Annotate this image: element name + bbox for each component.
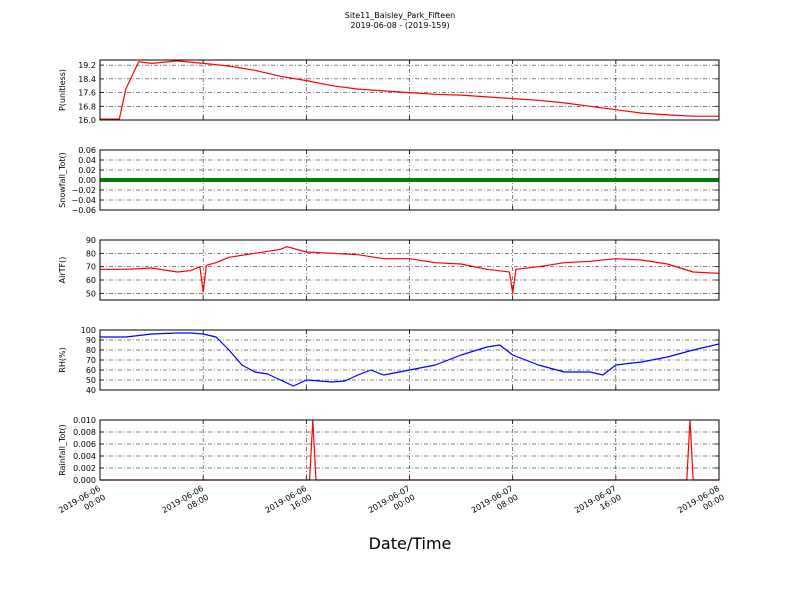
y-tick-label: 80 bbox=[86, 346, 96, 355]
y-tick-label: 0.006 bbox=[73, 440, 96, 449]
y-axis-label: P(unitless) bbox=[58, 69, 67, 111]
y-tick-label: 50 bbox=[86, 289, 96, 298]
y-tick-label: 90 bbox=[86, 236, 96, 245]
panel-5: 0.000 0.002 0.004 0.006 0.008 0.010 Rainfall_T… bbox=[58, 416, 720, 485]
plot-frame bbox=[99, 419, 720, 481]
y-tick-label: 0.004 bbox=[73, 452, 96, 461]
x-axis-label: Date/Time bbox=[368, 534, 452, 553]
y-tick-label: 0.002 bbox=[73, 464, 96, 473]
y-tick-label: 0.000 bbox=[73, 476, 96, 485]
y-tick-label: 90 bbox=[86, 336, 96, 345]
chart-subtitle: 2019-06-08 - (2019-159) bbox=[350, 21, 450, 30]
y-tick-label: 0.06 bbox=[78, 146, 96, 155]
series-line bbox=[100, 246, 720, 294]
y-tick-label: 0.02 bbox=[78, 166, 96, 175]
y-tick-label: 0.008 bbox=[73, 428, 96, 437]
x-tick-label: 2019-06-0616:00 bbox=[264, 484, 314, 524]
y-tick-label: 100 bbox=[81, 326, 96, 335]
plot-frame bbox=[99, 59, 720, 121]
y-axis-label: Snowfall_Tot() bbox=[58, 152, 67, 208]
y-axis-label: RH(%) bbox=[58, 347, 67, 372]
y-tick-label: 50 bbox=[86, 376, 96, 385]
x-tick-label: 2019-06-0708:00 bbox=[470, 484, 520, 524]
y-tick-label: 0.010 bbox=[73, 416, 96, 425]
plot-frame bbox=[99, 149, 720, 211]
y-tick-label: 16.0 bbox=[78, 116, 96, 125]
x-tick-label: 2019-06-0608:00 bbox=[160, 484, 210, 524]
plot-frame bbox=[99, 239, 720, 301]
y-tick-label: 70 bbox=[86, 263, 96, 272]
panel-2: −0.06−0.04−0.020.000.020.040.06 Snowfall_… bbox=[58, 146, 720, 215]
panel-3: 50 60 70 80 90 AirTF() bbox=[58, 236, 720, 301]
y-tick-label: 70 bbox=[86, 356, 96, 365]
y-axis-label: Rainfall_Tot() bbox=[58, 424, 67, 476]
y-tick-label: 17.6 bbox=[78, 89, 96, 98]
y-tick-label: 18.4 bbox=[78, 75, 96, 84]
x-tick-label: 2019-06-0800:00 bbox=[676, 484, 726, 524]
y-tick-label: 80 bbox=[86, 249, 96, 258]
x-tick-label: 2019-06-0716:00 bbox=[573, 484, 623, 524]
panel-1: 16.0 16.8 17.6 18.4 19.2 P(unitless) bbox=[58, 59, 720, 125]
y-tick-label: 60 bbox=[86, 276, 96, 285]
y-tick-label: −0.02 bbox=[71, 186, 96, 195]
x-tick-label: 2019-06-0700:00 bbox=[367, 484, 417, 524]
series-line bbox=[100, 60, 719, 120]
y-tick-label: 0.04 bbox=[78, 156, 96, 165]
y-tick-label: 40 bbox=[86, 386, 96, 395]
y-tick-label: 16.8 bbox=[78, 102, 96, 111]
y-tick-label: 0.00 bbox=[78, 176, 96, 185]
y-tick-label: 19.2 bbox=[78, 61, 96, 70]
y-tick-label: −0.04 bbox=[71, 196, 96, 205]
y-tick-label: 60 bbox=[86, 366, 96, 375]
y-tick-label: −0.06 bbox=[71, 206, 96, 215]
plot-frame bbox=[99, 329, 720, 391]
y-axis-label: AirTF() bbox=[58, 257, 67, 284]
chart-title: Site11_Baisley_Park_Fifteen bbox=[344, 11, 456, 20]
series-line bbox=[100, 332, 720, 387]
x-tick-label: 2019-06-0600:00 bbox=[57, 484, 107, 524]
